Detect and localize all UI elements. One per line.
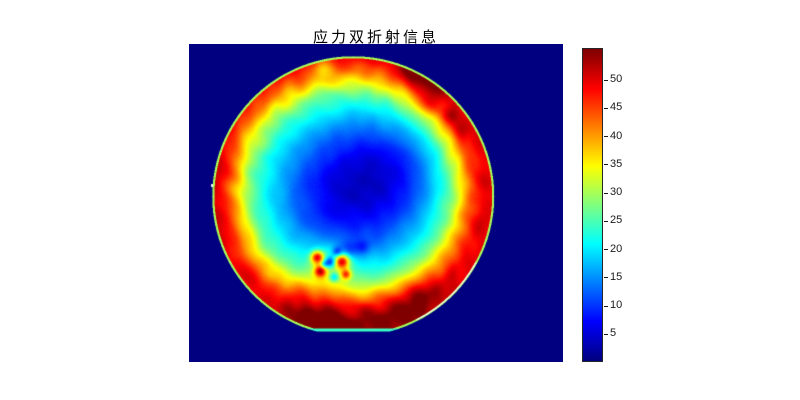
colorbar-tick-mark: [604, 305, 608, 307]
colorbar-tick-label: 15: [610, 270, 623, 283]
colorbar-tick-label: 40: [610, 129, 623, 142]
colorbar-tick-mark: [604, 277, 608, 279]
colorbar-tick-mark: [604, 249, 608, 251]
colorbar-tick-label: 30: [610, 186, 623, 199]
colorbar-tick-mark: [604, 164, 608, 166]
colorbar: [582, 48, 603, 362]
figure-title: 应力双折射信息: [312, 30, 439, 46]
colorbar-tick-label: 35: [610, 157, 623, 170]
stress-birefringence-map: [189, 44, 563, 362]
colorbar-gradient: [583, 49, 602, 361]
colorbar-tick-mark: [604, 79, 608, 81]
colorbar-tick-mark: [604, 107, 608, 109]
colorbar-tick-label: 10: [610, 299, 623, 311]
colorbar-tick-label: 5: [610, 327, 617, 340]
colorbar-tick-label: 20: [610, 242, 623, 255]
colorbar-tick-mark: [604, 136, 608, 138]
colorbar-tick-mark: [604, 192, 608, 194]
colorbar-tick-mark: [604, 333, 608, 335]
colorbar-tick-mark: [604, 220, 608, 222]
colorbar-tick-label: 45: [610, 101, 623, 114]
colorbar-tick-label: 50: [610, 73, 623, 86]
colorbar-tick-label: 25: [610, 214, 623, 227]
